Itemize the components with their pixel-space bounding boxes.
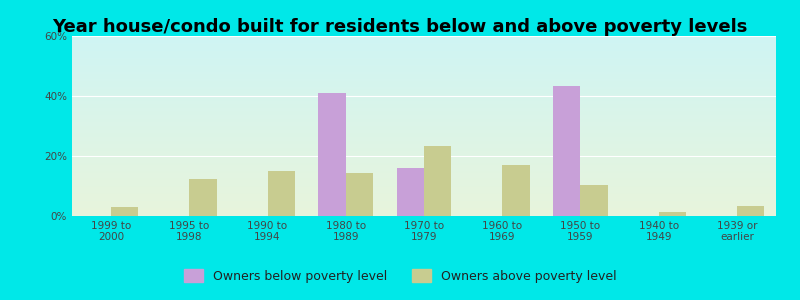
Bar	[346, 172, 373, 216]
Bar	[424, 146, 451, 216]
Bar	[658, 212, 686, 216]
Bar	[553, 85, 581, 216]
Bar	[267, 171, 295, 216]
Bar	[190, 178, 217, 216]
Text: Year house/condo built for residents below and above poverty levels: Year house/condo built for residents bel…	[52, 18, 748, 36]
Bar	[737, 206, 764, 216]
Bar	[502, 165, 530, 216]
Legend: Owners below poverty level, Owners above poverty level: Owners below poverty level, Owners above…	[179, 264, 621, 288]
Bar	[397, 168, 424, 216]
Bar	[318, 93, 346, 216]
Bar	[581, 184, 608, 216]
Bar	[111, 207, 138, 216]
